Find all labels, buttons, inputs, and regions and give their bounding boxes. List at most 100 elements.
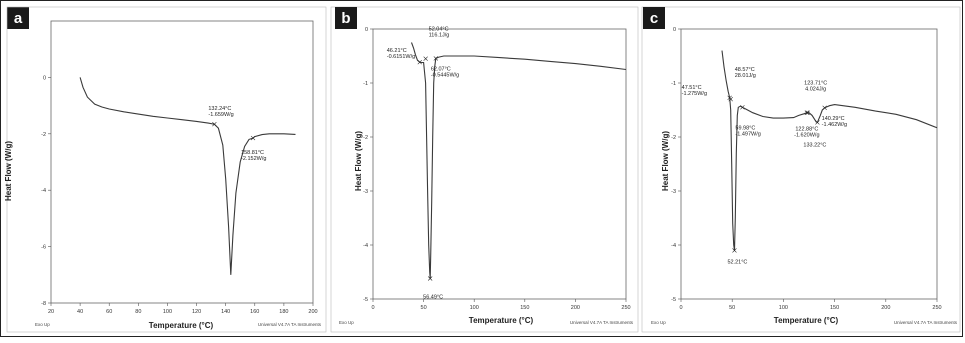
y-tick-label: -4 xyxy=(41,188,46,194)
x-tick-label: 100 xyxy=(470,305,479,311)
panel-b-letter: b xyxy=(341,10,350,27)
panel-b-letter-bg xyxy=(335,7,357,29)
x-tick-label: 80 xyxy=(135,309,141,315)
annotation-label: 28.01J/g xyxy=(735,73,756,79)
x-tick-label: 140 xyxy=(221,309,230,315)
panel-c-plot-area xyxy=(680,28,938,300)
x-tick-label: 180 xyxy=(279,309,288,315)
x-tick-label: 50 xyxy=(729,305,735,311)
annotation-label: 122.88°C xyxy=(795,127,818,133)
panel-a-xlabel: Temperature (°C) xyxy=(149,321,214,330)
y-tick-label: 0 xyxy=(673,27,676,33)
annotation-label: 133.22°C xyxy=(803,142,826,148)
panel-c-footer-exo: Exo Up xyxy=(651,320,666,325)
x-tick-label: 250 xyxy=(621,305,630,311)
panel-a: a Heat Flow (W/g) Temperature (°C) Exo U… xyxy=(4,6,327,333)
y-tick-label: -1 xyxy=(671,81,676,87)
annotation-marker xyxy=(822,105,827,111)
annotation-marker xyxy=(250,135,256,141)
y-tick-label: -5 xyxy=(363,297,368,303)
x-tick-label: 50 xyxy=(421,305,427,311)
annotation-marker xyxy=(212,121,217,127)
annotation-label: 123.71°C xyxy=(804,81,827,87)
x-tick-label: 0 xyxy=(371,305,374,311)
annotation-marker xyxy=(727,95,732,101)
annotation-marker xyxy=(732,248,737,253)
x-tick-label: 150 xyxy=(830,305,839,311)
annotation-label: 132.24°C xyxy=(208,106,231,112)
annotation-label: 48.57°C xyxy=(735,67,755,73)
panel-a-border xyxy=(6,6,327,333)
y-tick-label: -4 xyxy=(671,243,676,249)
panel-c-xlabel: Temperature (°C) xyxy=(774,316,839,325)
annotation-label: 158.81°C xyxy=(241,150,264,156)
annotation-label: -1.497W/g xyxy=(735,131,760,137)
annotation-marker xyxy=(423,56,428,61)
annotation-label: 62.07°C xyxy=(431,66,451,72)
panel-b-plot: 0 50 100 150 200 250 -5 -4 -3 -2 -1 0 52.04°C116.1J/… xyxy=(363,27,630,311)
x-tick-label: 0 xyxy=(679,305,682,311)
y-tick-label: -4 xyxy=(363,243,368,249)
panel-a-ylabel: Heat Flow (W/g) xyxy=(4,141,13,201)
y-tick-label: -2 xyxy=(41,132,46,138)
annotation-marker xyxy=(740,105,745,110)
x-tick-label: 160 xyxy=(250,309,259,315)
panel-c-border xyxy=(641,6,961,333)
panel-b-footer-exo: Exo Up xyxy=(339,320,354,325)
annotation-label: 116.1J/g xyxy=(429,33,450,39)
annotation-label: 52.21°C xyxy=(727,259,747,265)
annotation-marker xyxy=(417,59,422,65)
y-tick-label: -6 xyxy=(41,245,46,251)
annotation-label: -2.152W/g xyxy=(241,156,266,162)
x-tick-label: 150 xyxy=(520,305,529,311)
x-tick-label: 100 xyxy=(779,305,788,311)
x-tick-label: 60 xyxy=(106,309,112,315)
x-tick-label: 200 xyxy=(571,305,580,311)
panel-b-ylabel: Heat Flow (W/g) xyxy=(354,131,363,191)
annotation-label: 56.49°C xyxy=(423,294,443,300)
annotation-marker xyxy=(427,276,433,281)
panel-a-letter-bg xyxy=(7,7,29,29)
x-tick-label: 200 xyxy=(881,305,890,311)
panel-a-footer-exo: Exo Up xyxy=(35,322,50,327)
y-tick-label: -3 xyxy=(363,189,368,195)
annotation-label: 4.024J/g xyxy=(805,87,826,93)
panel-c-ylabel: Heat Flow (W/g) xyxy=(661,131,670,191)
annotation-label: 52.04°C xyxy=(429,27,449,33)
y-tick-label: -2 xyxy=(671,135,676,141)
panel-c-footer-instrument: Universal V4.7A TA Instruments xyxy=(894,320,958,325)
y-tick-label: -2 xyxy=(363,135,368,141)
annotation-marker xyxy=(804,110,810,115)
x-tick-label: 250 xyxy=(932,305,941,311)
annotation-label: -1.620W/g xyxy=(794,133,819,139)
heat-flow-curve xyxy=(721,50,938,251)
annotation-label: 47.51°C xyxy=(682,85,702,91)
y-tick-label: -1 xyxy=(363,81,368,87)
annotation-label: 59.98°C xyxy=(735,125,755,131)
annotation-label: -1.659W/g xyxy=(208,112,233,118)
x-tick-label: 40 xyxy=(77,309,83,315)
y-tick-label: -5 xyxy=(671,297,676,303)
panel-b-plot-area xyxy=(372,28,627,300)
x-tick-label: 100 xyxy=(163,309,172,315)
y-tick-label: 0 xyxy=(43,75,46,81)
panel-c-letter-bg xyxy=(643,7,665,29)
x-tick-label: 20 xyxy=(48,309,54,315)
x-tick-label: 120 xyxy=(192,309,201,315)
panel-a-plot-area xyxy=(50,20,314,304)
panel-c-plot: 0 50 100 150 200 250 -5 -4 -3 -2 -1 0 48.57°C28.01J/… xyxy=(671,27,941,311)
annotation-label: 46.21°C xyxy=(387,48,407,54)
annotation-label: 140.29°C xyxy=(822,116,845,122)
annotation-label: -0.5445W/g xyxy=(431,72,459,78)
annotation-label: -1.462W/g xyxy=(822,122,847,128)
annotation-marker xyxy=(815,120,820,125)
heat-flow-curve xyxy=(410,42,627,279)
y-tick-label: -8 xyxy=(41,301,46,307)
plot-layer: 20 40 60 80 100 120 140 160 180 200 -8 -6 -4 -2 0 132.2… xyxy=(41,20,942,315)
panel-a-footer-instrument: Universal V4.7A TA Instruments xyxy=(258,322,322,327)
annotation-marker xyxy=(433,56,439,61)
annotation-label: -1.275W/g xyxy=(682,91,707,97)
panel-b-xlabel: Temperature (°C) xyxy=(469,316,534,325)
panel-c-letter: c xyxy=(650,10,658,27)
